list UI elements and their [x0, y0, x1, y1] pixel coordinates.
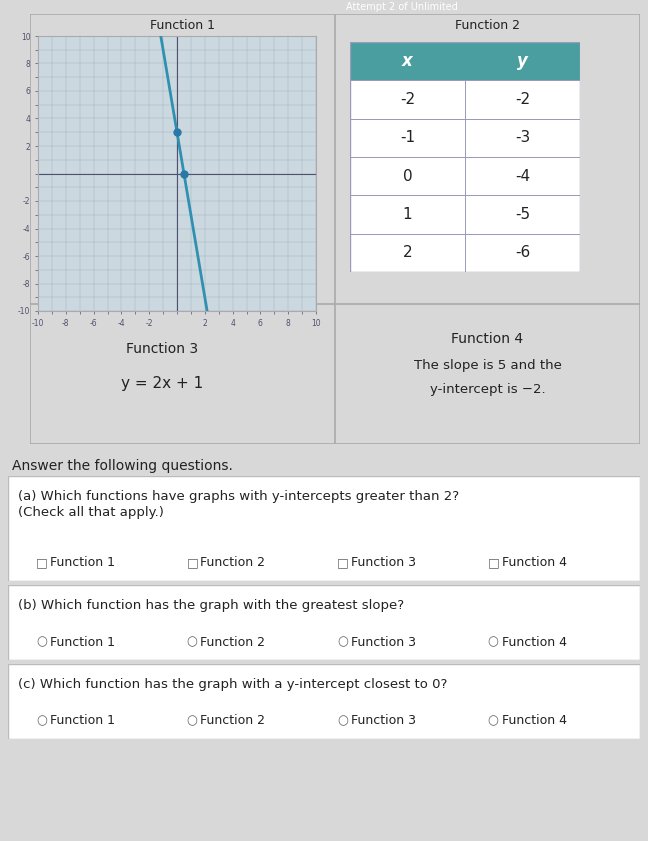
Text: Function 1: Function 1 — [150, 19, 215, 33]
Bar — [350, 234, 580, 272]
Text: (c) Which function has the graph with a y-intercept closest to 0?: (c) Which function has the graph with a … — [18, 678, 447, 691]
Text: ○: ○ — [187, 636, 198, 648]
Text: x: x — [402, 52, 413, 70]
Text: y: y — [517, 52, 528, 70]
Text: The slope is 5 and the: The slope is 5 and the — [413, 359, 561, 373]
Bar — [350, 81, 580, 119]
Text: -2: -2 — [400, 92, 415, 107]
Text: -1: -1 — [400, 130, 415, 145]
Bar — [350, 119, 580, 157]
Text: Function 1: Function 1 — [50, 636, 115, 648]
Text: -3: -3 — [515, 130, 530, 145]
Bar — [350, 42, 580, 81]
Text: (Check all that apply.): (Check all that apply.) — [18, 506, 164, 519]
Text: Function 1: Function 1 — [50, 715, 115, 727]
Text: ○: ○ — [36, 636, 47, 648]
Text: □: □ — [487, 557, 499, 569]
Text: -2: -2 — [515, 92, 530, 107]
Text: Function 3: Function 3 — [351, 636, 416, 648]
Text: Function 3: Function 3 — [126, 342, 198, 356]
Text: 2: 2 — [402, 246, 412, 261]
Text: ○: ○ — [337, 715, 348, 727]
Text: Function 4: Function 4 — [502, 557, 566, 569]
Bar — [350, 195, 580, 234]
Text: -5: -5 — [515, 207, 530, 222]
Text: ○: ○ — [487, 715, 498, 727]
Text: Answer the following questions.: Answer the following questions. — [12, 459, 233, 473]
Bar — [350, 157, 580, 195]
Text: y-intercept is −2.: y-intercept is −2. — [430, 383, 546, 396]
Text: Attempt 2 of Unlimited: Attempt 2 of Unlimited — [346, 2, 457, 12]
Text: ○: ○ — [337, 636, 348, 648]
Text: (b) Which function has the graph with the greatest slope?: (b) Which function has the graph with th… — [18, 599, 404, 612]
Text: 1: 1 — [402, 207, 412, 222]
Text: -6: -6 — [515, 246, 530, 261]
Text: Function 2: Function 2 — [200, 715, 266, 727]
Text: 0: 0 — [402, 169, 412, 183]
Text: ○: ○ — [36, 715, 47, 727]
Text: (a) Which functions have graphs with y-intercepts greater than 2?: (a) Which functions have graphs with y-i… — [18, 490, 459, 503]
Text: Function 1: Function 1 — [50, 557, 115, 569]
Text: □: □ — [337, 557, 349, 569]
Text: Function 2: Function 2 — [455, 19, 520, 33]
Text: □: □ — [187, 557, 198, 569]
Text: -4: -4 — [515, 169, 530, 183]
Text: □: □ — [36, 557, 48, 569]
Text: Function 4: Function 4 — [502, 636, 566, 648]
Text: ○: ○ — [487, 636, 498, 648]
Text: y = 2x + 1: y = 2x + 1 — [121, 377, 203, 392]
Text: Function 2: Function 2 — [200, 636, 266, 648]
Text: Function 3: Function 3 — [351, 715, 416, 727]
Text: Function 4: Function 4 — [452, 332, 524, 346]
Text: Function 3: Function 3 — [351, 557, 416, 569]
Text: Function 2: Function 2 — [200, 557, 266, 569]
Text: ○: ○ — [187, 715, 198, 727]
Text: Function 4: Function 4 — [502, 715, 566, 727]
